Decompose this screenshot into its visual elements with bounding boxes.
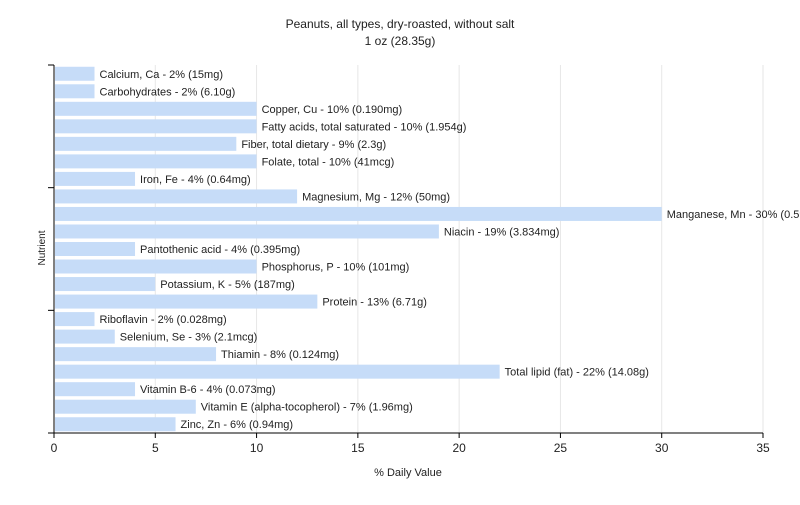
- bar-data-label: Folate, total - 10% (41mcg): [262, 156, 395, 168]
- bar: [55, 189, 298, 204]
- x-tick-label: 30: [655, 441, 669, 455]
- bar-data-label: Protein - 13% (6.71g): [322, 297, 427, 309]
- bar-data-label: Magnesium, Mg - 12% (50mg): [302, 191, 450, 203]
- bar: [55, 312, 95, 327]
- x-tick-label: 0: [51, 441, 58, 455]
- x-tick-label: 10: [250, 441, 264, 455]
- bar-data-label: Selenium, Se - 3% (2.1mcg): [120, 332, 258, 344]
- bar: [55, 119, 257, 134]
- x-tick-label: 5: [152, 441, 159, 455]
- bar-data-label: Carbohydrates - 2% (6.10g): [100, 86, 236, 98]
- bar-data-label: Thiamin - 8% (0.124mg): [221, 349, 339, 361]
- bar-data-label: Potassium, K - 5% (187mg): [160, 279, 294, 291]
- bar-data-label: Calcium, Ca - 2% (15mg): [100, 69, 223, 81]
- bar-data-label: Fiber, total dietary - 9% (2.3g): [241, 139, 386, 151]
- bar: [55, 294, 318, 309]
- bar-data-label: Manganese, Mn - 30% (0.591mg): [667, 209, 800, 221]
- bar: [55, 277, 156, 292]
- bar: [55, 101, 257, 116]
- bar: [55, 84, 95, 99]
- bar-data-label: Niacin - 19% (3.834mg): [444, 226, 560, 238]
- x-tick-label: 15: [351, 441, 365, 455]
- bars: Calcium, Ca - 2% (15mg) Carbohydrates - 2…: [55, 66, 800, 432]
- bar: [55, 364, 500, 379]
- bar: [55, 347, 217, 362]
- grid-lines: [154, 65, 764, 433]
- bar: [55, 417, 176, 432]
- bar: [55, 224, 439, 239]
- bar: [55, 399, 196, 414]
- chart-title: Peanuts, all types, dry-roasted, without…: [286, 17, 515, 31]
- x-axis-label: % Daily Value: [374, 467, 442, 479]
- x-tick-label: 35: [756, 441, 770, 455]
- bar-data-label: Pantothenic acid - 4% (0.395mg): [140, 244, 300, 256]
- bar-data-label: Phosphorus, P - 10% (101mg): [262, 262, 410, 274]
- bar: [55, 206, 662, 221]
- bar-data-label: Zinc, Zn - 6% (0.94mg): [181, 419, 293, 431]
- bar: [55, 154, 257, 169]
- bar-data-label: Iron, Fe - 4% (0.64mg): [140, 174, 251, 186]
- axes: 0 5 10 15 20 25 30 35: [48, 64, 770, 455]
- bar: [55, 66, 95, 81]
- bar: [55, 171, 136, 186]
- bar-data-label: Total lipid (fat) - 22% (14.08g): [505, 367, 649, 379]
- bar-data-label: Fatty acids, total saturated - 10% (1.95…: [262, 121, 467, 133]
- x-tick-label: 25: [554, 441, 568, 455]
- y-axis-label: Nutrient: [37, 230, 48, 265]
- bar-data-label: Copper, Cu - 10% (0.190mg): [262, 104, 403, 116]
- bar-data-label: Vitamin B-6 - 4% (0.073mg): [140, 384, 276, 396]
- bar-data-label: Vitamin E (alpha-tocopherol) - 7% (1.96m…: [201, 402, 413, 414]
- bar: [55, 136, 237, 151]
- x-tick-label: 20: [452, 441, 466, 455]
- chart-subtitle: 1 oz (28.35g): [365, 34, 436, 48]
- bar: [55, 329, 115, 344]
- bar: [55, 382, 136, 397]
- bar-data-label: Riboflavin - 2% (0.028mg): [100, 314, 227, 326]
- bar: [55, 242, 136, 256]
- bar: [55, 259, 257, 274]
